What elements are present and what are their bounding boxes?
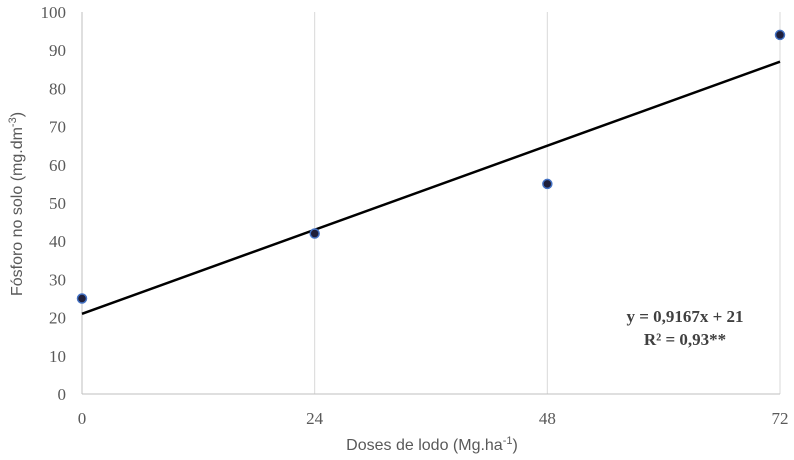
y-tick-label-5: 50 bbox=[49, 194, 66, 213]
axis-layer bbox=[81, 12, 780, 395]
y-tick-label-6: 60 bbox=[49, 156, 66, 175]
x-tick-label-1: 24 bbox=[306, 409, 324, 428]
y-tick-labels: 0 10 20 30 40 50 60 70 80 90 100 bbox=[41, 3, 67, 404]
data-points bbox=[76, 29, 786, 304]
trendline bbox=[81, 60, 781, 315]
data-point-0-0 bbox=[76, 293, 88, 304]
y-tick-label-2: 20 bbox=[49, 309, 66, 328]
y-tick-label-1: 10 bbox=[49, 347, 66, 366]
x-axis-label: Doses de lodo (Mg.ha-1) bbox=[346, 435, 518, 454]
trendline-equation: y = 0,9167x + 21 bbox=[626, 307, 743, 326]
x-tick-labels: 0 24 48 72 bbox=[78, 409, 789, 428]
y-tick-label-4: 40 bbox=[49, 232, 66, 251]
y-axis-label: Fósforo no solo (mg.dm-3) bbox=[7, 112, 26, 296]
r-squared-label: R² = 0,93** bbox=[644, 330, 726, 349]
y-tick-label-3: 30 bbox=[49, 270, 66, 289]
x-tick-label-3: 72 bbox=[772, 409, 789, 428]
data-point-0-1 bbox=[309, 228, 320, 239]
data-point-0-3 bbox=[774, 29, 786, 41]
y-tick-label-9: 90 bbox=[49, 41, 66, 60]
x-tick-label-2: 48 bbox=[539, 409, 556, 428]
data-point-0-2 bbox=[542, 178, 553, 190]
y-tick-label-10: 100 bbox=[41, 3, 67, 22]
x-tick-label-0: 0 bbox=[78, 409, 87, 428]
y-tick-label-8: 80 bbox=[49, 79, 66, 98]
grid-layer bbox=[314, 12, 781, 394]
y-tick-label-7: 70 bbox=[49, 118, 66, 137]
y-tick-label-0: 0 bbox=[58, 385, 67, 404]
trendline-layer bbox=[81, 60, 781, 315]
